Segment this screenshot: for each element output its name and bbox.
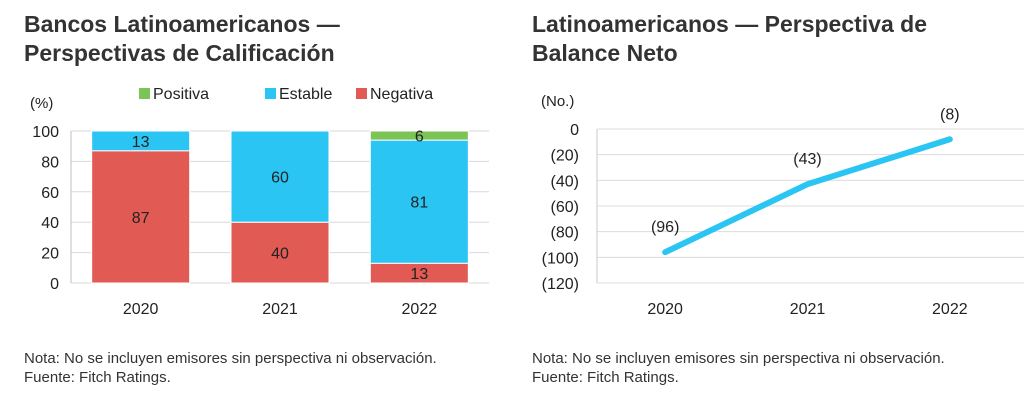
bar-segment-negativa (91, 150, 191, 284)
net-balance-source-line: Fuente: Fitch Ratings. (532, 369, 679, 386)
data-point (664, 251, 667, 254)
net-balance-note: Nota: No se incluyen emisores sin perspe… (532, 349, 945, 387)
legend-swatch-estable (265, 88, 276, 99)
net-balance-title: Latinoamericanos — Perspectiva de Balanc… (532, 10, 927, 68)
bar-data-label: 13 (410, 266, 428, 283)
bar-segment-estable (91, 130, 191, 152)
bar-data-label: 81 (410, 195, 428, 212)
y-tick-label: (100) (542, 250, 579, 267)
net-balance-note-line1: Nota: No se incluyen emisores sin perspe… (532, 350, 945, 367)
y-tick-label: (60) (551, 199, 579, 216)
data-point-label: (96) (651, 219, 679, 236)
y-tick-label: 0 (570, 122, 579, 139)
y-tick-label: 20 (41, 246, 59, 263)
bar-segment-estable (230, 130, 330, 223)
x-tick-label: 2020 (123, 301, 159, 318)
rating-outlooks-title: Bancos Latinoamericanos — Perspectivas d… (24, 10, 340, 68)
legend-label-positiva: Positiva (153, 86, 209, 103)
y-tick-label: 80 (41, 154, 59, 171)
y-tick-label: 60 (41, 185, 59, 202)
net-balance-title-line2: Balance Neto (532, 40, 678, 66)
data-point (806, 183, 809, 186)
rating-outlooks-stacked-bar-chart: 0 20 40 60 80 100 (%) Positiva Estable Negativa 87… (30, 86, 489, 318)
bar-data-label: 60 (271, 170, 289, 187)
legend-swatch-positiva (139, 88, 150, 99)
data-point-label: (43) (793, 151, 821, 168)
net-balance-line-chart: 0 (20) (40) (60) (80) (100) (120) (No.) (96) (43)… (541, 93, 1024, 318)
bar-data-label: 6 (415, 129, 424, 146)
y-tick-label: (20) (551, 148, 579, 165)
y-tick-label: (40) (551, 173, 579, 190)
x-tick-label: 2022 (402, 301, 438, 318)
bar-segment-negativa (230, 221, 330, 284)
x-tick-label: 2021 (262, 301, 298, 318)
y-tick-label: 40 (41, 215, 59, 232)
rating-outlooks-note: Nota: No se incluyen emisores sin perspe… (24, 349, 437, 387)
rating-outlooks-note-line1: Nota: No se incluyen emisores sin perspe… (24, 350, 437, 367)
rating-outlooks-source-line: Fuente: Fitch Ratings. (24, 369, 171, 386)
bar-segment-positiva (369, 130, 469, 141)
bar-data-label: 13 (132, 134, 150, 151)
x-tick-label: 2020 (647, 301, 683, 318)
y-tick-label: (80) (551, 225, 579, 242)
bar-data-label: 40 (271, 246, 289, 263)
net-balance-panel: Latinoamericanos — Perspectiva de Balanc… (512, 0, 1024, 403)
x-tick-label: 2021 (790, 301, 826, 318)
y-tick-label: (120) (542, 276, 579, 293)
data-point (948, 138, 951, 141)
y-axis-unit-label: (No.) (541, 93, 574, 110)
data-point-label: (8) (940, 106, 960, 123)
rating-outlooks-title-line1: Bancos Latinoamericanos — (24, 11, 340, 37)
y-tick-label: 100 (32, 124, 59, 141)
bar-segment-estable (369, 139, 469, 264)
legend-label-estable: Estable (279, 86, 332, 103)
y-axis-unit-label: (%) (30, 95, 53, 112)
rating-outlooks-panel: Bancos Latinoamericanos — Perspectivas d… (24, 10, 489, 387)
legend-swatch-negativa (356, 88, 367, 99)
rating-outlooks-title-line2: Perspectivas de Calificación (24, 40, 335, 66)
net-balance-title-line1: Latinoamericanos — Perspectiva de (532, 11, 927, 37)
x-tick-label: 2022 (932, 301, 968, 318)
legend-label-negativa: Negativa (370, 86, 433, 103)
y-tick-label: 0 (50, 276, 59, 293)
bar-data-label: 87 (132, 210, 150, 227)
